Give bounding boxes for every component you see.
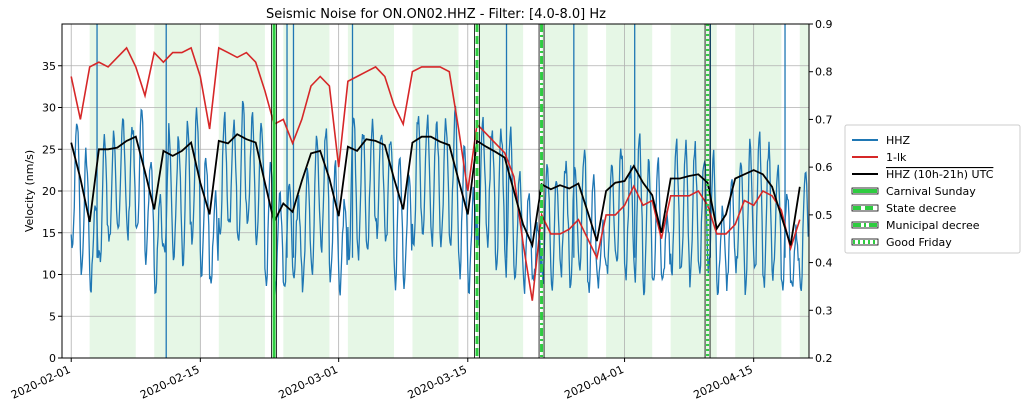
x-tick-label: 2020-04-15 <box>691 363 754 402</box>
y2-tick-label: 0.9 <box>815 18 833 31</box>
y2-tick-label: 0.2 <box>815 352 833 365</box>
event-lines <box>271 24 711 358</box>
x-tick-label: 2020-03-15 <box>406 363 469 402</box>
lk-line <box>70 46 801 301</box>
event-outline <box>271 24 278 358</box>
event-outline <box>474 24 480 358</box>
y-tick-label: 15 <box>42 227 56 240</box>
legend-label: Good Friday <box>886 236 952 249</box>
event-outline <box>538 24 545 358</box>
y-tick-label: 0 <box>49 352 56 365</box>
x-axis: 2020-02-01 2020-02-15 2020-03-01 2020-03-15… <box>9 358 755 402</box>
y2-tick-label: 0.8 <box>815 66 833 79</box>
legend-label: HHZ (10h-21h) UTC <box>886 168 994 181</box>
legend-label: Municipal decree <box>886 219 980 232</box>
y-tick-label: 30 <box>42 102 56 115</box>
y2-tick-label: 0.6 <box>815 161 833 174</box>
y-tick-label: 5 <box>49 310 56 323</box>
y-tick-label: 35 <box>42 60 56 73</box>
y-axis-title: Velocity (nm/s) <box>23 150 36 232</box>
legend-label: State decree <box>886 202 956 215</box>
hhz-mean-line <box>70 133 801 249</box>
lk-series <box>70 46 801 301</box>
legend-label: HHZ <box>886 134 911 147</box>
y-tick-label: 10 <box>42 269 56 282</box>
legend-frame <box>844 124 1021 254</box>
event-outline <box>704 24 711 358</box>
right-axis: 0.2 0.3 0.4 0.5 0.6 0.7 0.8 0.9 <box>809 18 833 365</box>
left-axis: 0 5 10 15 20 25 30 35 <box>42 60 62 365</box>
chart-title: Seismic Noise for ON.ON02.HHZ - Filter: … <box>266 7 606 22</box>
y-tick-label: 20 <box>42 185 56 198</box>
x-tick-label: 2020-02-15 <box>138 363 201 402</box>
y-tick-label: 25 <box>42 143 56 156</box>
hhz-line <box>70 100 809 296</box>
legend-label: 1-lk <box>886 151 907 164</box>
hhz-mean-series <box>70 133 801 249</box>
x-tick-label: 2020-03-01 <box>276 363 339 402</box>
y2-tick-label: 0.3 <box>815 304 833 317</box>
y2-tick-label: 0.4 <box>815 257 833 270</box>
x-tick-label: 2020-04-01 <box>562 363 625 402</box>
y2-tick-label: 0.5 <box>815 209 833 222</box>
legend: HHZ 1-lk HHZ (10h-21h) UTC Carnival Sunday S… <box>844 124 1021 254</box>
x-tick-label: 2020-02-01 <box>9 363 72 402</box>
y2-tick-label: 0.7 <box>815 113 833 126</box>
legend-label: Carnival Sunday <box>886 185 976 198</box>
